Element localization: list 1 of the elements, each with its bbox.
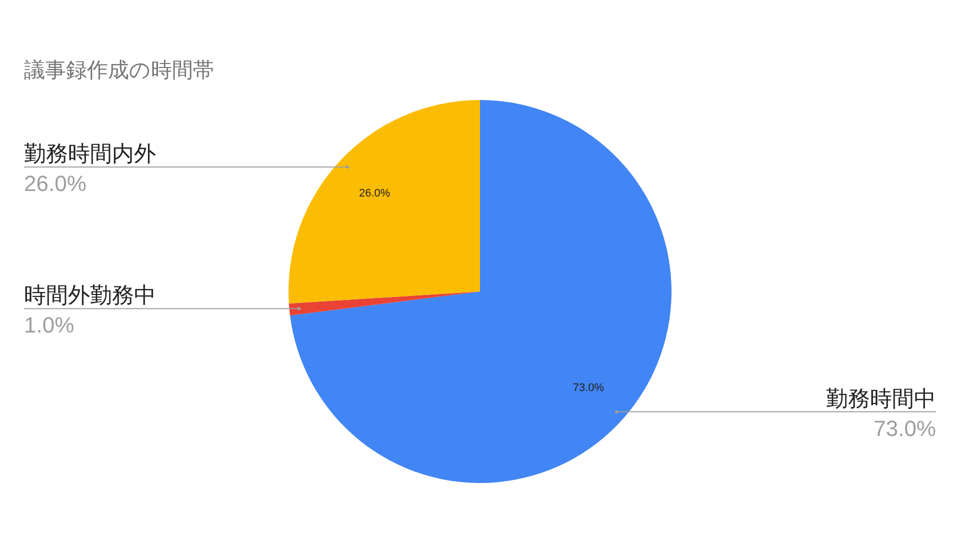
- title: 議事録作成の時間帯: [24, 59, 214, 82]
